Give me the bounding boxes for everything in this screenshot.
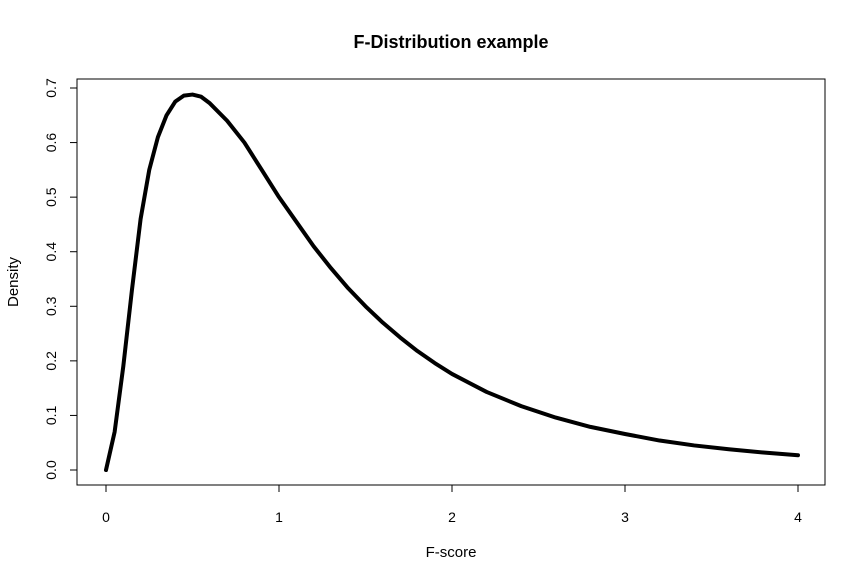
y-tick-label: 0.3 bbox=[43, 296, 59, 316]
y-axis-label: Density bbox=[5, 256, 22, 307]
y-tick-label: 0.5 bbox=[43, 187, 59, 207]
x-tick-label: 1 bbox=[275, 509, 283, 525]
y-tick-label: 0.0 bbox=[43, 460, 59, 480]
plot-frame bbox=[76, 78, 826, 486]
x-tick-label: 3 bbox=[621, 509, 629, 525]
series-layer bbox=[104, 92, 800, 472]
x-axis: 0 1 2 3 4 bbox=[102, 484, 802, 525]
y-tick-label: 0.1 bbox=[43, 405, 59, 425]
chart-title: F-Distribution example bbox=[353, 32, 548, 52]
x-axis-label: F-score bbox=[426, 544, 477, 561]
x-tick-label: 0 bbox=[102, 509, 110, 525]
x-tick-label: 2 bbox=[448, 509, 456, 525]
x-tick-label: 4 bbox=[794, 509, 802, 525]
y-tick-label: 0.2 bbox=[43, 351, 59, 371]
y-tick-label: 0.6 bbox=[43, 133, 59, 153]
y-axis: 0.0 0.1 0.2 0.3 0.4 0.5 0.6 0.7 bbox=[43, 78, 78, 480]
y-tick-label: 0.4 bbox=[43, 242, 59, 262]
density-curve-0 bbox=[104, 92, 800, 472]
y-tick-label: 0.7 bbox=[43, 78, 59, 98]
